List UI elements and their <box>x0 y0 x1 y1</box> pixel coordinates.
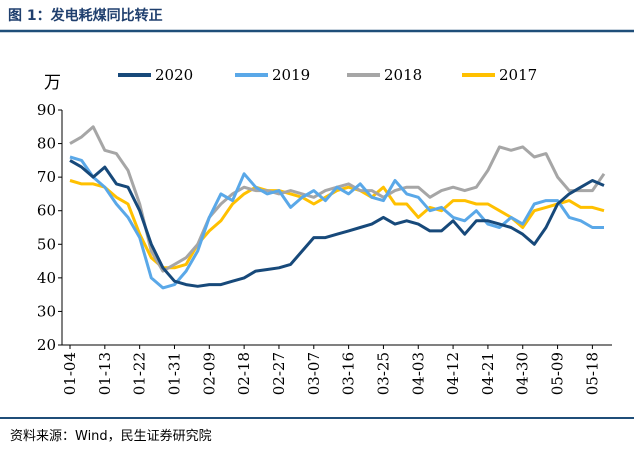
legend-label: 2020 <box>155 66 193 84</box>
y-tick-label: 90 <box>37 101 56 119</box>
y-tick-label: 60 <box>37 202 56 220</box>
y-tick-label: 30 <box>37 302 56 320</box>
x-tick-label: 01-04 <box>61 352 79 395</box>
x-tick-label: 05-09 <box>549 352 567 395</box>
legend-label: 2019 <box>272 66 310 84</box>
x-tick-label: 03-16 <box>340 352 358 395</box>
x-tick-label: 01-13 <box>96 352 114 395</box>
y-unit: 万 <box>44 73 61 93</box>
source: 资料来源：Wind，民生证券研究院 <box>10 428 212 444</box>
series-line <box>69 159 605 288</box>
series-line <box>69 125 606 273</box>
legend-label: 2017 <box>499 66 537 84</box>
x-tick-label: 02-27 <box>270 352 288 395</box>
series-line <box>69 155 604 290</box>
x-tick-label: 04-21 <box>479 352 497 395</box>
x-tick-label: 04-03 <box>409 352 427 395</box>
x-tick-label: 04-30 <box>514 352 532 395</box>
x-tick-label: 03-25 <box>374 352 392 395</box>
header-title: 图 1：发电耗煤同比转正 <box>8 7 163 24</box>
y-tick-label: 20 <box>37 336 56 354</box>
x-tick-label: 02-18 <box>235 352 253 395</box>
y-tick-label: 50 <box>37 235 56 253</box>
x-tick-label: 01-31 <box>165 352 183 395</box>
y-tick-label: 70 <box>37 168 56 186</box>
x-tick-label: 02-09 <box>200 352 218 395</box>
x-tick-label: 04-12 <box>444 352 462 395</box>
x-tick-label: 05-18 <box>583 352 601 395</box>
y-tick-label: 80 <box>37 135 56 153</box>
x-tick-label: 03-07 <box>305 352 323 395</box>
x-tick-label: 01-22 <box>131 352 149 395</box>
y-tick-label: 40 <box>37 269 56 287</box>
legend-label: 2018 <box>384 66 422 84</box>
